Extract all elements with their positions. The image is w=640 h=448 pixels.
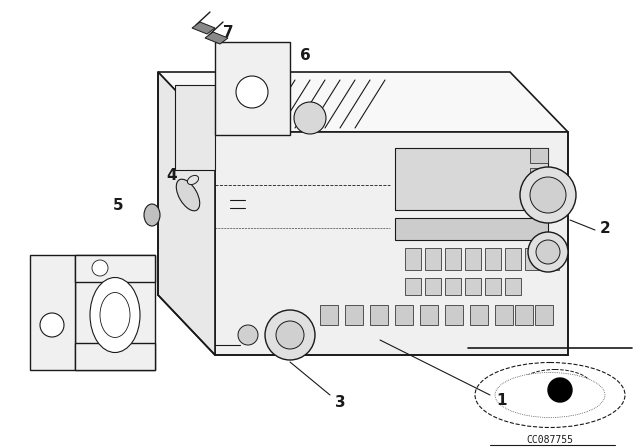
Polygon shape bbox=[395, 148, 548, 210]
Ellipse shape bbox=[100, 293, 130, 337]
Polygon shape bbox=[405, 248, 421, 270]
Circle shape bbox=[528, 232, 568, 272]
Circle shape bbox=[40, 313, 64, 337]
Polygon shape bbox=[175, 85, 215, 170]
Polygon shape bbox=[345, 305, 363, 325]
Ellipse shape bbox=[144, 204, 160, 226]
Text: 1: 1 bbox=[497, 392, 508, 408]
Polygon shape bbox=[530, 168, 548, 183]
Polygon shape bbox=[445, 305, 463, 325]
Polygon shape bbox=[395, 218, 548, 240]
Polygon shape bbox=[75, 343, 155, 370]
Ellipse shape bbox=[475, 362, 625, 427]
Polygon shape bbox=[470, 305, 488, 325]
Text: 3: 3 bbox=[335, 395, 346, 409]
Polygon shape bbox=[205, 32, 228, 44]
Polygon shape bbox=[75, 255, 155, 370]
Polygon shape bbox=[158, 72, 215, 355]
Circle shape bbox=[530, 177, 566, 213]
Circle shape bbox=[92, 260, 108, 276]
Polygon shape bbox=[320, 305, 338, 325]
Polygon shape bbox=[445, 248, 461, 270]
Polygon shape bbox=[515, 305, 533, 325]
Circle shape bbox=[265, 310, 315, 360]
Ellipse shape bbox=[495, 372, 605, 418]
Polygon shape bbox=[505, 248, 521, 270]
Text: 2: 2 bbox=[600, 220, 611, 236]
Polygon shape bbox=[543, 248, 559, 270]
Circle shape bbox=[294, 102, 326, 134]
Circle shape bbox=[520, 167, 576, 223]
Polygon shape bbox=[395, 305, 413, 325]
Polygon shape bbox=[425, 248, 441, 270]
Ellipse shape bbox=[176, 179, 200, 211]
Circle shape bbox=[236, 76, 268, 108]
Text: 4: 4 bbox=[166, 168, 177, 182]
Polygon shape bbox=[425, 278, 441, 295]
Polygon shape bbox=[530, 188, 548, 203]
Polygon shape bbox=[525, 248, 541, 270]
Polygon shape bbox=[465, 248, 481, 270]
Polygon shape bbox=[420, 305, 438, 325]
Polygon shape bbox=[192, 22, 215, 34]
Polygon shape bbox=[485, 248, 501, 270]
Ellipse shape bbox=[188, 176, 198, 185]
Text: 5: 5 bbox=[113, 198, 124, 212]
Polygon shape bbox=[505, 278, 521, 295]
Polygon shape bbox=[405, 278, 421, 295]
Ellipse shape bbox=[518, 370, 593, 405]
Ellipse shape bbox=[90, 277, 140, 353]
Polygon shape bbox=[370, 305, 388, 325]
Polygon shape bbox=[495, 305, 513, 325]
Polygon shape bbox=[158, 72, 568, 132]
Polygon shape bbox=[215, 132, 568, 355]
Polygon shape bbox=[445, 278, 461, 295]
Text: CC087755: CC087755 bbox=[527, 435, 573, 445]
Polygon shape bbox=[75, 255, 155, 282]
Polygon shape bbox=[535, 305, 553, 325]
Text: 6: 6 bbox=[300, 47, 310, 63]
Circle shape bbox=[276, 321, 304, 349]
Polygon shape bbox=[530, 148, 548, 163]
Polygon shape bbox=[485, 278, 501, 295]
Polygon shape bbox=[215, 42, 290, 135]
Text: 7: 7 bbox=[223, 25, 234, 39]
Circle shape bbox=[238, 325, 258, 345]
Circle shape bbox=[548, 378, 572, 402]
Polygon shape bbox=[30, 255, 75, 370]
Polygon shape bbox=[465, 278, 481, 295]
Circle shape bbox=[536, 240, 560, 264]
